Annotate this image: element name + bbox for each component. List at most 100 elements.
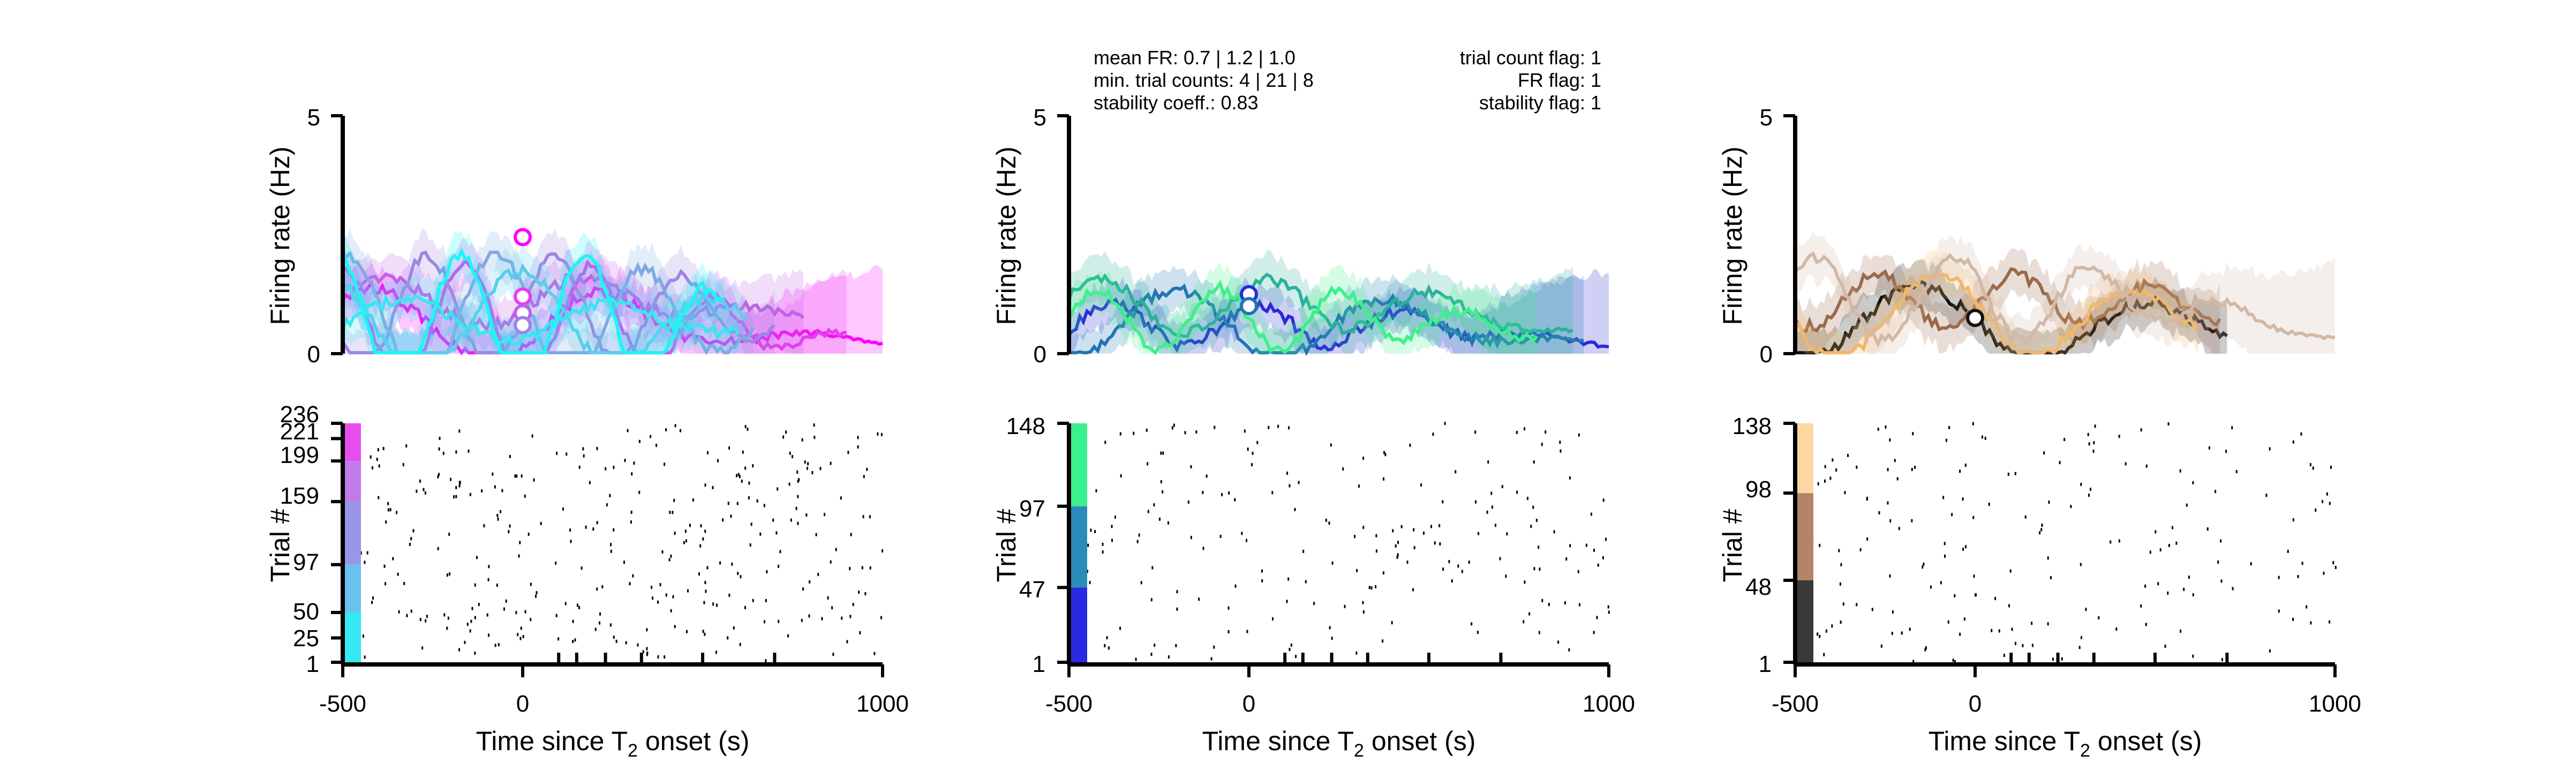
raster-2-spike [1198, 597, 1200, 601]
raster-2-spike [1247, 447, 1249, 451]
raster-1-spike [499, 510, 501, 513]
raster-1-spike [487, 578, 489, 581]
raster-1-spike [366, 551, 368, 555]
raster-3-spike [2040, 528, 2043, 532]
raster-1-spike [866, 467, 868, 471]
raster-2-spike [1244, 429, 1246, 433]
raster-3-spike [2061, 657, 2063, 661]
raster-1-ytick: 50 [293, 599, 319, 625]
raster-2-spike [1535, 519, 1538, 522]
raster-2-spike [1153, 503, 1155, 507]
raster-1-spike [599, 612, 601, 616]
raster-1-spike [830, 560, 832, 564]
raster-1-spike [727, 502, 729, 505]
psth-2-ytick-bottom: 0 [1034, 341, 1046, 368]
raster-3-spike [1887, 468, 1889, 472]
psth-3-ytick-bottom: 0 [1760, 341, 1773, 368]
raster-1-spike [625, 641, 627, 645]
raster-1-spike [792, 455, 794, 459]
raster-1-spike [601, 585, 604, 589]
psth-2-yticks: 5 0 [1034, 104, 1046, 368]
psth-3-series-line [1795, 280, 2228, 355]
raster-2-spike [1471, 622, 1473, 626]
raster-2-spike [1538, 631, 1540, 634]
raster-2-spike [1593, 548, 1595, 552]
raster-2-spike [1106, 636, 1108, 640]
raster-3-condition-band [1795, 423, 1813, 494]
raster-3-spike [2041, 524, 2043, 527]
raster-2-spike [1368, 586, 1370, 589]
raster-2-spike [1569, 476, 1571, 480]
raster-1-condition-band [343, 564, 361, 613]
raster-1-spike [486, 613, 488, 617]
raster-3-spike [2179, 469, 2181, 473]
raster-1-spike [501, 489, 503, 492]
raster-1-spike [402, 463, 404, 467]
psth-2-series-line [1067, 279, 1538, 355]
raster-1-spike [533, 478, 535, 482]
raster-3-spike [1988, 503, 1990, 506]
raster-2-spike [1533, 567, 1535, 571]
raster-3-spike [1878, 511, 1880, 515]
xaxis-3-ticklabels: -500 0 1000 [1772, 691, 2361, 717]
raster-2-spike [1565, 557, 1568, 561]
raster-3-spike [1984, 437, 1986, 440]
raster-3-spike [2088, 442, 2090, 446]
raster-1-ytick: 25 [293, 625, 319, 652]
raster-1-spike [522, 635, 524, 639]
raster-1-spike [530, 618, 532, 622]
raster-1-spike [869, 566, 871, 570]
raster-2-spike [1412, 588, 1414, 592]
raster-1-spike [555, 614, 558, 617]
raster-1-spike [669, 511, 671, 514]
raster-2-spike [1173, 423, 1175, 427]
xaxis-2-ticklabel: -500 [1045, 691, 1093, 717]
raster-1-spike [859, 631, 861, 634]
raster-1-spike [520, 626, 522, 630]
raster-3-spike [1829, 476, 1832, 480]
raster-3-spike [2080, 563, 2082, 566]
raster-1-spike [882, 549, 884, 553]
raster-1-spike [403, 581, 405, 585]
raster-3-spike [2220, 539, 2222, 543]
raster-1-spike [509, 454, 511, 458]
raster-1-spike [382, 447, 385, 451]
raster-3-spike [2180, 629, 2182, 633]
psth-1-onset-marker [514, 287, 532, 306]
xaxis-3-ticklabel: 1000 [2309, 691, 2361, 717]
raster-3-spike [1856, 465, 1858, 469]
stats-fr-flag: FR flag: 1 [1518, 69, 1601, 91]
raster-1-spike [385, 520, 387, 524]
raster-1-spike [689, 524, 691, 527]
raster-1-spike [656, 444, 658, 447]
raster-1-spike [583, 454, 585, 458]
raster-1-spike [630, 510, 632, 514]
raster-3-ytick: 98 [1745, 476, 1772, 503]
raster-3-spike [2172, 526, 2174, 529]
raster-1-spike [389, 508, 391, 512]
raster-2-spike [1468, 560, 1470, 564]
raster-2-spike [1602, 498, 1605, 502]
raster-1-spike [566, 452, 568, 456]
raster-1-spike [392, 557, 394, 560]
raster-1-spike [448, 572, 450, 576]
raster-3-spike [2047, 556, 2049, 560]
raster-3-spike [2052, 657, 2054, 661]
raster-3-spike [2300, 432, 2302, 436]
raster-1-spike [372, 596, 374, 600]
raster-1-spike [406, 614, 408, 617]
raster-2-spike [1202, 491, 1204, 495]
raster-1-spike [646, 628, 648, 632]
raster-1-spike [496, 584, 498, 587]
raster-3-spike [2330, 466, 2332, 469]
raster-2-spike [1328, 521, 1330, 525]
raster-2-spike [1382, 639, 1384, 643]
raster-1-spike [850, 533, 852, 536]
raster-2-spike [1160, 451, 1162, 455]
raster-1-spike [455, 495, 457, 498]
raster-3-spike [2024, 515, 2027, 519]
raster-3-spike [1972, 515, 1975, 519]
psth-1-ytick-bottom: 0 [307, 341, 320, 368]
raster-3-spike [1842, 602, 1844, 606]
raster-3-spike [2278, 609, 2280, 613]
